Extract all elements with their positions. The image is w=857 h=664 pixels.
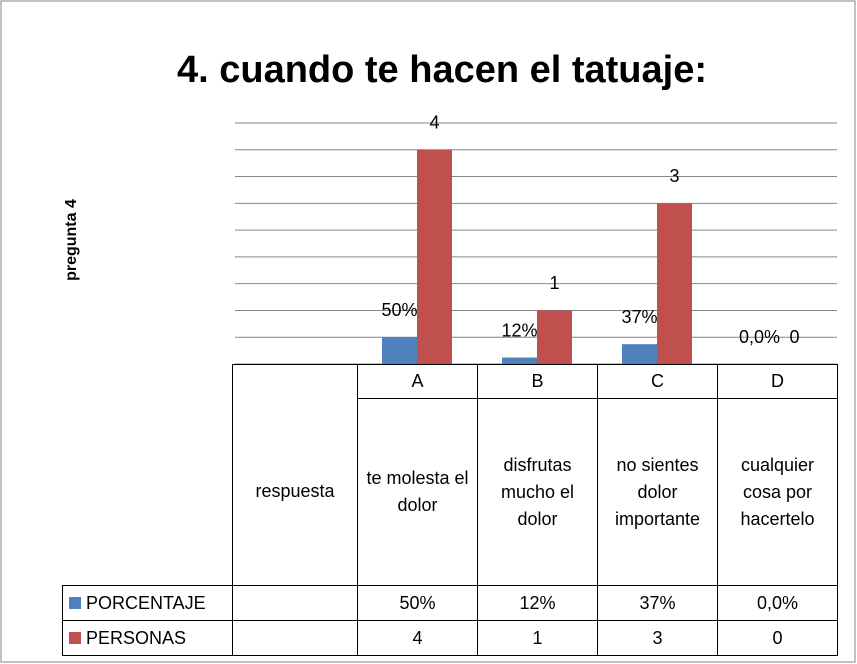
y-axis-label: pregunta 4 — [63, 199, 80, 281]
category-label — [232, 364, 358, 399]
bar — [382, 337, 417, 364]
legend-label: PORCENTAJE — [86, 592, 206, 613]
legend-item: PERSONAS — [62, 620, 233, 656]
data-label: 12% — [501, 320, 537, 340]
category-label: D — [717, 364, 838, 399]
bar — [657, 203, 692, 364]
table-value: 0 — [717, 620, 838, 656]
table-value: 37% — [597, 585, 718, 621]
table-value: 3 — [597, 620, 718, 656]
category-description: te molesta el dolor — [357, 398, 478, 586]
data-label: 0,0% — [739, 327, 780, 347]
table-cell — [63, 399, 233, 586]
data-label: 1 — [549, 273, 559, 293]
bar — [417, 149, 452, 364]
bar — [502, 357, 537, 364]
table-value: 12% — [477, 585, 598, 621]
category-description: disfrutas mucho el dolor — [477, 398, 598, 586]
chart-title: 4. cuando te hacen el tatuaje: — [177, 49, 707, 91]
category-label: B — [477, 364, 598, 399]
bar — [622, 344, 657, 364]
table-value: 4 — [357, 620, 478, 656]
legend-swatch — [69, 596, 81, 609]
table-value: 0,0% — [717, 585, 838, 621]
legend-swatch — [69, 631, 81, 644]
data-label: 0 — [789, 327, 799, 347]
category-description: no sientes dolor importante — [597, 398, 718, 586]
data-label: 50% — [381, 300, 417, 320]
legend-label: PERSONAS — [86, 627, 187, 648]
table-value: 50% — [357, 585, 478, 621]
category-label: A — [357, 364, 478, 399]
table-row: respuesta te molesta el dolor disfrutas mu… — [63, 398, 838, 586]
table-value — [232, 620, 358, 656]
table-row: PORCENTAJE 50% 12% 37% 0,0% — [62, 585, 838, 621]
data-label: 37% — [621, 307, 657, 327]
table-row: PERSONAS 4 1 3 0 — [62, 620, 838, 656]
category-description: cualquier cosa por hacertelo — [717, 398, 838, 586]
data-label: 4 — [429, 113, 439, 133]
table-value: 1 — [477, 620, 598, 656]
data-label: 3 — [669, 166, 679, 186]
legend-item: PORCENTAJE — [62, 585, 233, 621]
category-description: respuesta — [232, 398, 358, 586]
bar — [537, 310, 572, 364]
category-label: C — [597, 364, 718, 399]
table-value — [232, 585, 358, 621]
table-cell — [63, 365, 233, 399]
